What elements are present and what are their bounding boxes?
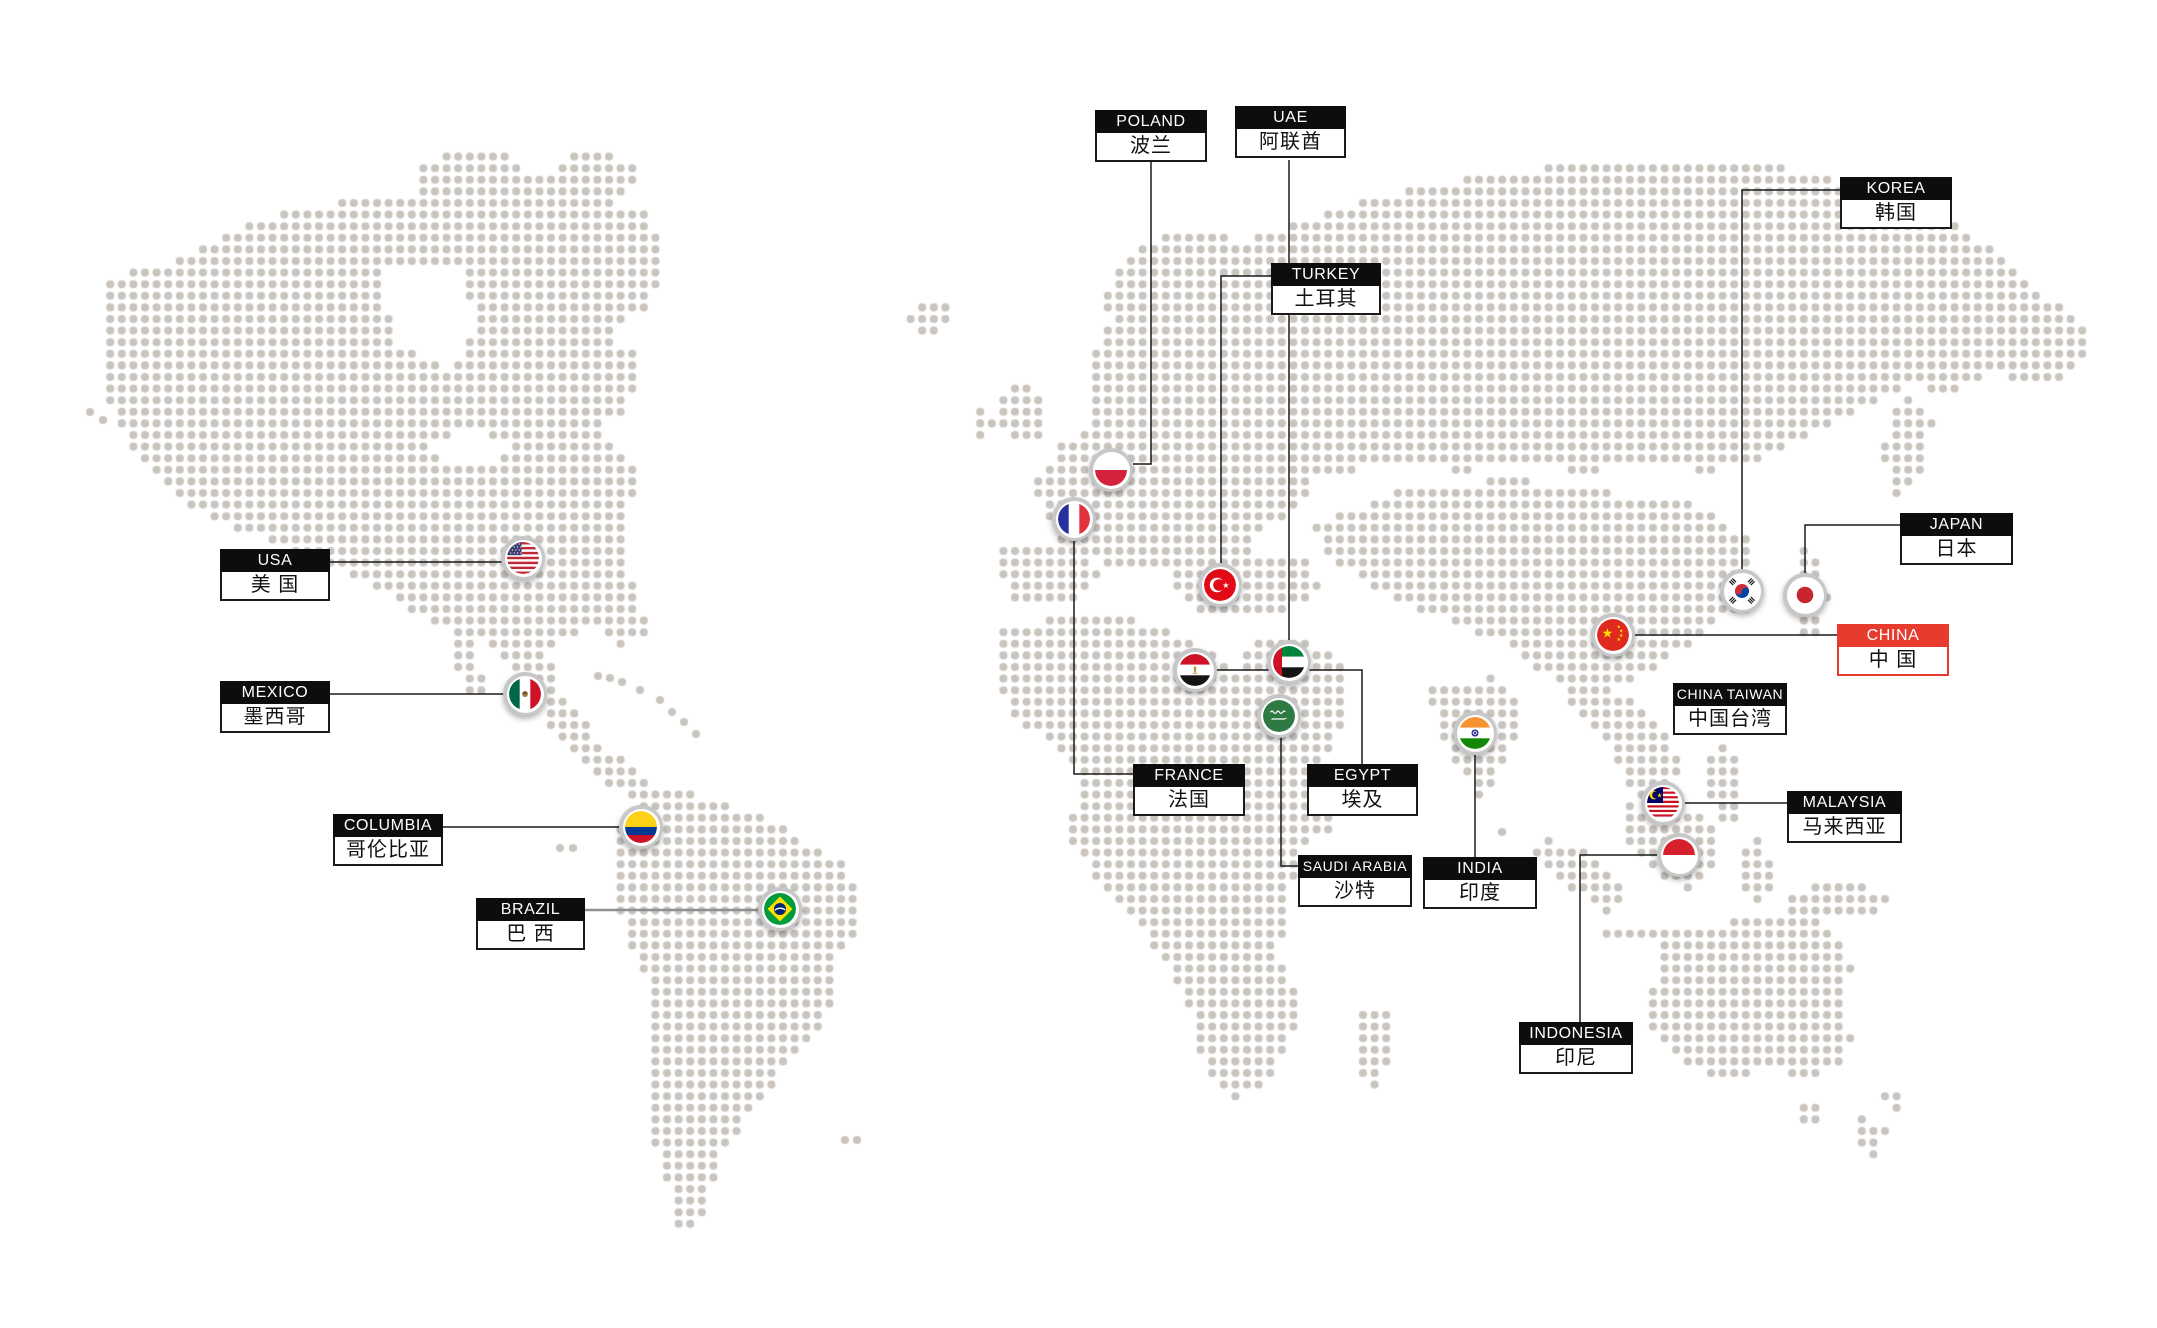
flag-france-icon: [1055, 500, 1093, 538]
flag-egypt-icon: [1176, 651, 1214, 689]
label-saudi_arabia: SAUDI ARABIA 沙特: [1298, 855, 1412, 907]
label-mexico-zh: 墨西哥: [220, 704, 330, 733]
label-columbia-zh: 哥伦比亚: [333, 837, 443, 866]
flag-poland-icon: [1092, 451, 1130, 489]
label-japan-en: JAPAN: [1900, 513, 2013, 536]
flag-usa-icon: [504, 539, 542, 577]
label-china_taiwan-zh: 中国台湾: [1673, 706, 1787, 735]
flag-pin-india: [1453, 711, 1497, 755]
flag-pin-brazil: [758, 887, 802, 931]
flag-brazil-icon: [761, 890, 799, 928]
label-brazil: BRAZIL 巴 西: [476, 898, 585, 950]
label-brazil-zh: 巴 西: [476, 921, 585, 950]
label-egypt-en: EGYPT: [1307, 764, 1418, 787]
label-indonesia-en: INDONESIA: [1519, 1022, 1633, 1045]
flag-pin-malaysia: ★: [1641, 781, 1685, 825]
label-poland-zh: 波兰: [1095, 133, 1207, 162]
label-france-zh: 法国: [1133, 787, 1245, 816]
label-turkey: TURKEY 土耳其: [1271, 263, 1381, 315]
label-turkey-en: TURKEY: [1271, 263, 1381, 286]
label-usa-zh: 美 国: [220, 572, 330, 601]
label-usa-en: USA: [220, 549, 330, 572]
flag-pin-china: ★ ★ ★ ★ ★: [1591, 613, 1635, 657]
svg-text:★: ★: [1617, 637, 1622, 643]
flag-pin-columbia: [619, 805, 663, 849]
label-saudi_arabia-en: SAUDI ARABIA: [1298, 855, 1412, 878]
label-india: INDIA 印度: [1423, 857, 1537, 909]
label-india-en: INDIA: [1423, 857, 1537, 880]
svg-text:★: ★: [1657, 792, 1663, 800]
flag-pin-egypt: [1173, 648, 1217, 692]
label-china-zh: 中 国: [1837, 647, 1949, 676]
label-indonesia: INDONESIA 印尼: [1519, 1022, 1633, 1074]
label-malaysia: MALAYSIA 马来西亚: [1787, 791, 1902, 843]
label-malaysia-en: MALAYSIA: [1787, 791, 1902, 814]
flag-pin-saudi_arabia: [1257, 694, 1301, 738]
flag-pin-usa: [501, 536, 545, 580]
svg-text:★: ★: [1222, 581, 1229, 590]
label-china_taiwan: CHINA TAIWAN 中国台湾: [1673, 683, 1787, 735]
flag-pin-poland: [1089, 448, 1133, 492]
label-columbia: COLUMBIA 哥伦比亚: [333, 814, 443, 866]
label-saudi_arabia-zh: 沙特: [1298, 878, 1412, 907]
label-france-en: FRANCE: [1133, 764, 1245, 787]
label-turkey-zh: 土耳其: [1271, 286, 1381, 315]
flag-saudi_arabia-icon: [1260, 697, 1298, 735]
label-china-en: CHINA: [1837, 624, 1949, 647]
flag-china-icon: ★ ★ ★ ★ ★: [1594, 616, 1632, 654]
label-brazil-en: BRAZIL: [476, 898, 585, 921]
label-korea: KOREA 韩国: [1840, 177, 1952, 229]
flag-pin-uae: [1267, 640, 1311, 684]
flag-korea-icon: [1723, 572, 1761, 610]
label-malaysia-zh: 马来西亚: [1787, 814, 1902, 843]
flag-turkey-icon: ★: [1201, 566, 1239, 604]
label-indonesia-zh: 印尼: [1519, 1045, 1633, 1074]
flag-pin-mexico: [503, 672, 547, 716]
flag-pin-japan: [1783, 573, 1827, 617]
label-japan-zh: 日本: [1900, 536, 2013, 565]
flag-malaysia-icon: ★: [1644, 784, 1682, 822]
label-egypt: EGYPT 埃及: [1307, 764, 1418, 816]
flag-pin-korea: [1720, 569, 1764, 613]
label-india-zh: 印度: [1423, 880, 1537, 909]
label-uae-zh: 阿联酋: [1235, 129, 1346, 158]
flag-mexico-icon: [506, 675, 544, 713]
label-mexico: MEXICO 墨西哥: [220, 681, 330, 733]
flag-uae-icon: [1270, 643, 1308, 681]
label-poland-en: POLAND: [1095, 110, 1207, 133]
svg-text:★: ★: [1602, 627, 1614, 642]
label-columbia-en: COLUMBIA: [333, 814, 443, 837]
label-china: CHINA 中 国: [1837, 624, 1949, 676]
label-uae: UAE 阿联酋: [1235, 106, 1346, 158]
label-japan: JAPAN 日本: [1900, 513, 2013, 565]
flag-pin-indonesia: [1657, 833, 1701, 877]
label-egypt-zh: 埃及: [1307, 787, 1418, 816]
flag-pin-france: [1052, 497, 1096, 541]
label-korea-en: KOREA: [1840, 177, 1952, 200]
flag-japan-icon: [1786, 576, 1824, 614]
svg-text:★: ★: [1617, 625, 1622, 631]
svg-text:★: ★: [1619, 633, 1624, 639]
flag-india-icon: [1456, 714, 1494, 752]
label-france: FRANCE 法国: [1133, 764, 1245, 816]
label-uae-en: UAE: [1235, 106, 1346, 129]
flag-indonesia-icon: [1660, 836, 1698, 874]
label-korea-zh: 韩国: [1840, 200, 1952, 229]
label-usa: USA 美 国: [220, 549, 330, 601]
label-poland: POLAND 波兰: [1095, 110, 1207, 162]
flag-columbia-icon: [622, 808, 660, 846]
svg-text:★: ★: [1619, 629, 1624, 635]
label-china_taiwan-en: CHINA TAIWAN: [1673, 683, 1787, 706]
label-mexico-en: MEXICO: [220, 681, 330, 704]
flag-pin-turkey: ★: [1198, 563, 1242, 607]
